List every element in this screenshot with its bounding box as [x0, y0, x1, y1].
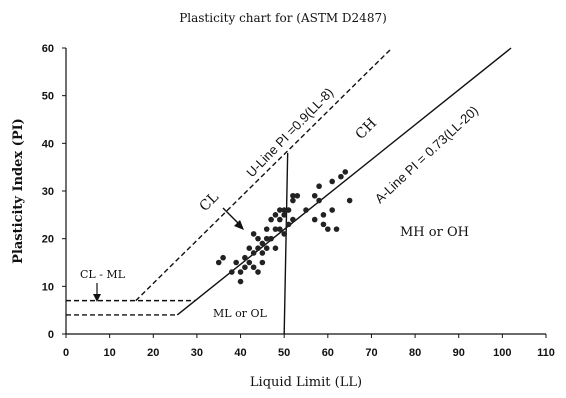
u-line-label: U-Line PI =0.9(LL-8) [243, 85, 336, 180]
a-line-label: A-Line PI = 0.73(LL-20) [372, 103, 481, 206]
x-tick-label: 30 [191, 347, 203, 359]
data-point [264, 226, 270, 232]
ll50-line [284, 153, 287, 334]
x-tick-label: 90 [453, 347, 465, 359]
data-point [220, 255, 226, 261]
zone-label-cl-ml: CL - ML [80, 268, 126, 281]
data-point [260, 241, 266, 247]
data-point [290, 198, 296, 204]
data-point [321, 212, 327, 218]
data-point [246, 245, 252, 251]
zone-label-cl: CL [197, 189, 222, 214]
data-point [347, 198, 353, 204]
data-point [229, 269, 235, 275]
data-point [273, 245, 279, 251]
data-point [238, 269, 244, 275]
data-point [255, 245, 261, 251]
x-tick-label: 0 [63, 347, 69, 359]
y-tick-label: 60 [42, 43, 54, 55]
data-point [286, 207, 292, 213]
data-point [286, 222, 292, 228]
data-point [325, 226, 331, 232]
data-point [251, 231, 257, 237]
data-point [273, 212, 279, 218]
data-point [303, 207, 309, 213]
x-tick-label: 40 [234, 347, 246, 359]
data-point [316, 183, 322, 189]
data-point [281, 231, 287, 237]
x-axis-label: Liquid Limit (LL) [250, 375, 362, 390]
data-point [342, 169, 348, 175]
data-point [251, 264, 257, 270]
x-tick-label: 60 [322, 347, 334, 359]
data-point [312, 217, 318, 223]
y-tick-label: 40 [42, 138, 54, 150]
y-tick-label: 0 [48, 329, 54, 341]
data-point [334, 226, 340, 232]
data-point [260, 250, 266, 256]
data-point [246, 260, 252, 266]
data-point [242, 264, 248, 270]
y-ticks: 0 10 20 30 40 50 60 [42, 43, 66, 341]
data-point [277, 226, 283, 232]
data-point [290, 217, 296, 223]
data-point [242, 255, 248, 261]
data-point [316, 198, 322, 204]
y-axis-label: Plasticity Index (PI) [11, 118, 26, 264]
data-point [268, 236, 274, 242]
data-point [338, 174, 344, 180]
x-tick-label: 80 [409, 347, 421, 359]
data-point [251, 250, 257, 256]
y-tick-label: 50 [42, 91, 54, 103]
x-tick-label: 70 [365, 347, 377, 359]
chart-title: Plasticity chart for (ASTM D2487) [179, 11, 387, 25]
data-point [321, 222, 327, 228]
data-point [255, 236, 261, 242]
x-tick-label: 110 [537, 347, 555, 359]
x-ticks: 0 10 20 30 40 50 60 70 80 90 100 110 [63, 334, 555, 359]
data-point [255, 269, 261, 275]
x-tick-label: 20 [147, 347, 159, 359]
data-point [238, 279, 244, 285]
axes [66, 48, 546, 334]
zone-label-mh-oh: MH or OH [400, 225, 469, 240]
data-point [216, 260, 222, 266]
reference-lines [66, 48, 511, 334]
x-tick-label: 100 [493, 347, 511, 359]
x-tick-label: 50 [278, 347, 290, 359]
data-point [268, 217, 274, 223]
data-point [294, 193, 300, 199]
data-point [329, 207, 335, 213]
data-point [281, 212, 287, 218]
x-tick-label: 10 [104, 347, 116, 359]
y-tick-label: 30 [42, 186, 54, 198]
data-point [277, 217, 283, 223]
data-point [260, 260, 266, 266]
zone-label-ch: CH [353, 115, 381, 143]
cl-ml-arrow [93, 283, 101, 302]
data-point [233, 260, 239, 266]
data-point [312, 193, 318, 199]
cl-arrow [223, 208, 244, 230]
y-tick-label: 10 [42, 281, 54, 293]
zone-label-ml-ol: ML or OL [213, 307, 267, 320]
data-point [329, 179, 335, 185]
y-tick-label: 20 [42, 234, 54, 246]
a-line-line [177, 48, 511, 315]
data-point [264, 245, 270, 251]
